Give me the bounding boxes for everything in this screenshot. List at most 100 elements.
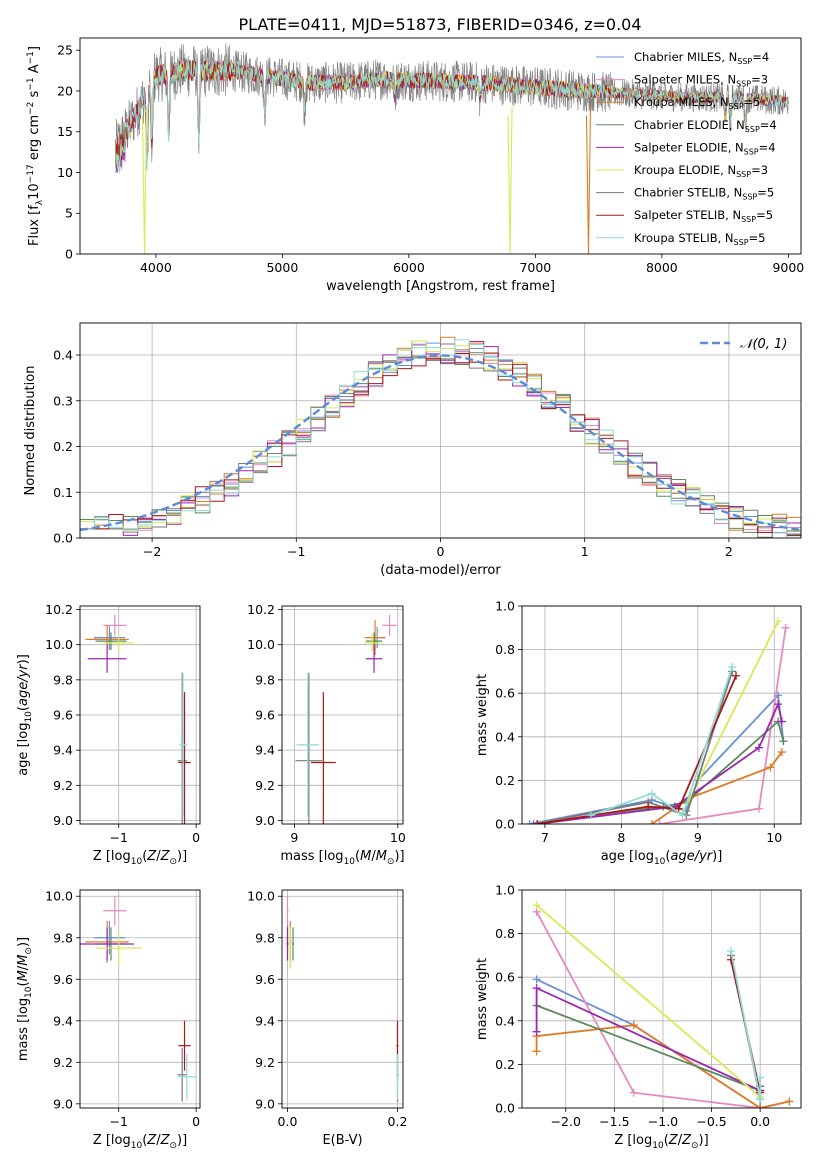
y-tick-label: 9.4	[255, 743, 275, 758]
weight-line-chabrier_elodie	[536, 1004, 761, 1092]
x-axis-label: wavelength [Angstrom, rest frame]	[326, 279, 555, 294]
x-tick-label: 7	[541, 830, 549, 845]
y-tick-label: 0.6	[495, 686, 515, 701]
weight-marker-salpeter_stelib	[727, 955, 736, 964]
grid	[282, 890, 403, 1108]
x-axis-label: age [log10(age/yr)]	[601, 849, 723, 867]
axes-frame	[79, 37, 802, 255]
y-tick-label: 1.0	[495, 599, 515, 614]
spectrum-spike	[141, 107, 148, 254]
weight-marker-salpeter_miles	[754, 804, 763, 813]
y-tick-label: 9.4	[53, 743, 73, 758]
weight-marker-kroupa_miles	[756, 1104, 765, 1108]
legend-entry: Chabrier STELIB, NSSP=5	[634, 186, 774, 202]
weight-line-kroupa_stelib	[730, 950, 762, 1100]
y-tick-label: 25	[57, 43, 73, 58]
x-tick-label: 9000	[772, 260, 804, 275]
x-axis-label: E(B-V)	[322, 1133, 362, 1148]
x-tick-label: −2	[143, 544, 161, 559]
weight-marker-kroupa_stelib	[756, 1073, 765, 1082]
weight-line-chabrier_miles	[536, 978, 762, 1108]
y-tick-label: 0.2	[53, 439, 73, 454]
spectrum-spike	[507, 107, 513, 254]
legend: Chabrier MILES, NSSP=4 Salpeter MILES, NS…	[596, 50, 777, 247]
weight-marker-salpeter_stelib	[533, 820, 542, 824]
x-tick-label: 2	[725, 544, 733, 559]
y-tick-label: 9.0	[255, 1096, 275, 1111]
y-tick-label: 9.6	[53, 972, 73, 987]
normal-curve	[80, 354, 801, 532]
y-tick-label: 0.0	[495, 1101, 515, 1116]
x-tick-label: 0.2	[388, 1114, 408, 1129]
weight-marker-salpeter_miles	[781, 623, 790, 632]
x-tick-label: −2.0	[551, 1114, 581, 1129]
weight-marker-kroupa_miles	[777, 748, 786, 757]
spectrum-line-kroupa_stelib	[115, 59, 789, 174]
y-tick-label: 1.0	[495, 883, 515, 898]
x-tick-label: −1	[109, 830, 127, 845]
weight-marker-salpeter_stelib	[732, 671, 741, 680]
histogram-salpeter_stelib	[80, 352, 801, 538]
y-axis-label: mass weight	[475, 674, 490, 756]
y-axis-label: age [log10(age/yr)]	[16, 654, 34, 776]
weight-marker-kroupa_elodie	[774, 617, 783, 626]
y-tick-label: 9.4	[255, 1013, 275, 1028]
weight-marker-salpeter_elodie	[774, 700, 783, 709]
plot-area	[286, 896, 399, 1102]
weight-marker-kroupa_miles	[532, 1047, 541, 1056]
x-tick-label: −1.0	[648, 1114, 678, 1129]
y-tick-label: 10.2	[247, 602, 275, 617]
axes-frame	[79, 605, 201, 825]
y-tick-label: 9.4	[53, 1013, 73, 1028]
weight-marker-kroupa_miles	[766, 763, 775, 772]
y-tick-label: 10.0	[247, 637, 275, 652]
x-axis-label: Z [log10(Z/Z⊙)]	[93, 1133, 187, 1151]
panel-z_vs_age: −1 0 9.0 9.2 9.4 9.6 9.8 10.0 10.2 Z [log10(Z/Z⊙)…	[16, 602, 201, 867]
x-tick-label: −0.5	[696, 1114, 726, 1129]
y-tick-label: 0	[65, 247, 73, 262]
grid	[80, 890, 200, 1108]
y-axis-label: mass [log10(M/M⊙)]	[16, 937, 34, 1061]
legend: 𝒩(0, 1)	[700, 337, 787, 352]
axes-frame	[79, 889, 201, 1109]
y-tick-label: 0.0	[495, 817, 515, 832]
x-tick-label: 4000	[140, 260, 172, 275]
spectrum-line-salpeter_stelib	[115, 60, 789, 163]
legend-entry: Salpeter MILES, NSSP=3	[634, 73, 768, 89]
y-tick-label: 9.6	[53, 708, 73, 723]
weight-marker-kroupa_stelib	[756, 1095, 765, 1104]
y-tick-label: 9.8	[255, 930, 275, 945]
weight-marker-salpeter_stelib	[644, 802, 653, 811]
y-tick-label: 9.2	[53, 1055, 73, 1070]
weight-marker-kroupa_miles	[647, 820, 656, 824]
y-axis-label: mass weight	[475, 958, 490, 1040]
y-tick-label: 0.4	[495, 1013, 515, 1028]
x-tick-label: −1.5	[599, 1114, 629, 1129]
y-tick-label: 15	[57, 124, 73, 139]
x-tick-label: 0.0	[750, 1114, 770, 1129]
weight-line-salpeter_miles	[659, 627, 787, 824]
y-tick-label: 10	[57, 165, 73, 180]
x-tick-label: −1	[287, 544, 305, 559]
weight-marker-salpeter_elodie	[777, 717, 786, 726]
legend-entry: Salpeter STELIB, NSSP=5	[634, 208, 773, 224]
weight-marker-salpeter_miles	[655, 820, 664, 824]
weight-line-salpeter_elodie	[535, 986, 761, 1092]
x-tick-label: 10	[766, 830, 782, 845]
legend-entry: Kroupa STELIB, NSSP=5	[634, 231, 765, 247]
y-tick-label: 10.0	[247, 889, 275, 904]
panel-residuals: −2 −1 0 1 2 0.0 0.1 0.2 0.3 0.4 𝒩(0, 1) (data-model…	[23, 322, 802, 578]
x-axis-label: Z [log10(Z/Z⊙)]	[614, 1133, 708, 1151]
x-tick-label: −1	[109, 1114, 127, 1129]
x-tick-label: 1	[581, 544, 589, 559]
axes-frame	[79, 322, 802, 539]
x-tick-label: 9	[290, 830, 298, 845]
y-tick-label: 0.4	[53, 348, 73, 363]
weight-marker-salpeter_stelib	[674, 804, 683, 813]
y-tick-label: 9.0	[53, 1096, 73, 1111]
weight-marker-kroupa_miles	[785, 1097, 794, 1106]
x-tick-label: 8000	[646, 260, 678, 275]
y-tick-label: 9.2	[53, 778, 73, 793]
